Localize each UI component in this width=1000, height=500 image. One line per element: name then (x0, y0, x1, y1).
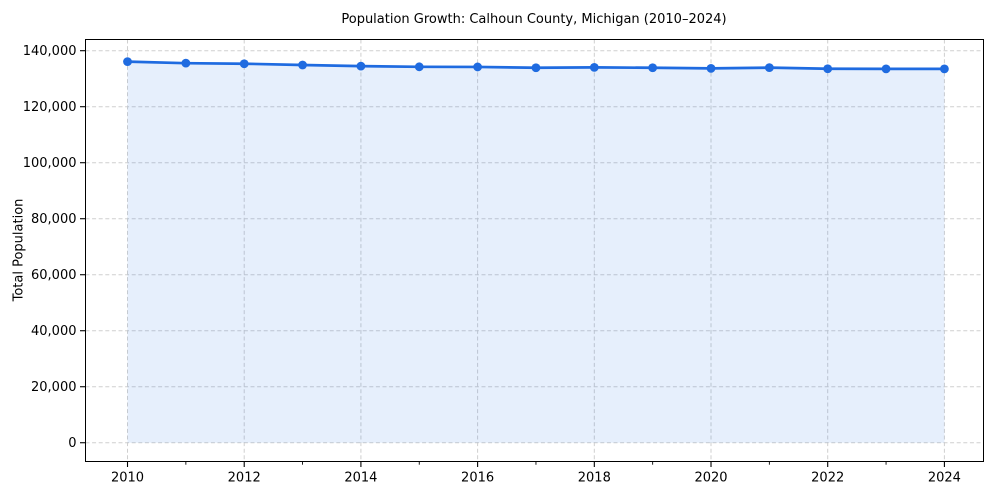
data-point-marker (531, 63, 541, 73)
y-tick-label: 60,000 (31, 268, 77, 283)
data-point-marker (764, 63, 774, 73)
data-point-marker (356, 61, 366, 71)
data-point-marker (823, 64, 833, 74)
plot-border (85, 39, 984, 462)
y-tick-label: 0 (68, 436, 76, 451)
y-tick-label: 20,000 (31, 380, 77, 395)
data-point-marker (239, 59, 249, 69)
x-tick-label: 2018 (578, 471, 611, 486)
axes-frame (85, 39, 984, 462)
data-point-marker (648, 63, 658, 73)
data-point-marker (298, 60, 307, 70)
data-point-marker (706, 63, 716, 73)
x-tick-label: 2010 (111, 471, 144, 486)
x-tick-label: 2014 (344, 471, 377, 486)
area-under-line (127, 61, 945, 443)
y-axis-tick-labels: 0 20,000 40,000 60,000 80,000 100,000 120,000 1… (23, 44, 77, 451)
y-tick-label: 120,000 (23, 100, 77, 115)
x-tick-label: 2012 (228, 471, 261, 486)
x-tick-label: 2022 (811, 471, 844, 486)
data-point-marker (589, 62, 599, 72)
y-tick-label: 80,000 (31, 212, 77, 227)
y-tick-label: 140,000 (23, 44, 77, 59)
data-point-marker (414, 62, 424, 72)
data-point-marker (181, 58, 191, 68)
gridlines (85, 39, 984, 462)
y-tick-label: 40,000 (31, 324, 77, 339)
data-point-marker (473, 62, 483, 72)
x-tick-label: 2016 (461, 471, 494, 486)
data-point-marker (881, 64, 891, 74)
data-point-marker (123, 57, 132, 67)
area-fill (127, 61, 945, 443)
data-points (123, 57, 949, 74)
x-tick-label: 2024 (928, 471, 961, 486)
x-tick-label: 2020 (694, 471, 727, 486)
y-axis-ticks (80, 50, 86, 444)
data-point-marker (940, 64, 949, 74)
y-tick-label: 100,000 (23, 156, 77, 171)
chart-title: Population Growth: Calhoun County, Michi… (341, 12, 727, 27)
x-axis-ticks (126, 461, 945, 467)
x-axis-tick-labels: 2010 2012 2014 2016 2018 2020 2022 2024 (111, 471, 961, 486)
